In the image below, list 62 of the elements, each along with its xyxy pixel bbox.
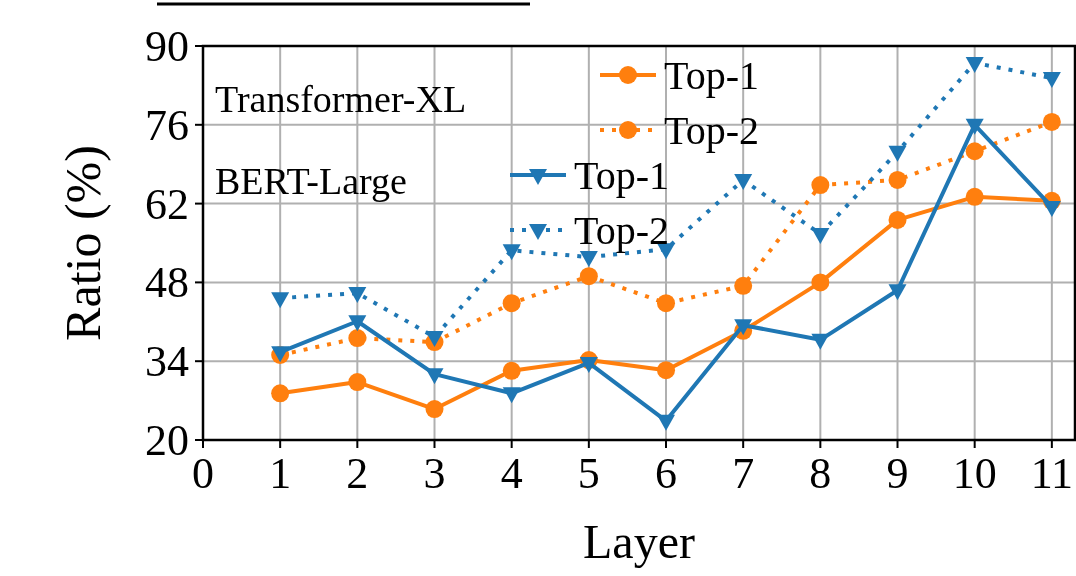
annotation: BERT-Large (215, 160, 407, 202)
annotation: Transformer-XL (215, 78, 467, 120)
point (579, 356, 598, 373)
legend-label: Top-2 (574, 208, 669, 253)
x-tick-label: 4 (500, 449, 523, 498)
y-tick-label: 62 (145, 179, 189, 229)
x-tick-label: 0 (192, 449, 214, 498)
x-tick-label: 9 (886, 449, 909, 498)
x-tick-label: 6 (655, 449, 678, 498)
point (502, 387, 521, 404)
y-tick-label: 34 (145, 337, 189, 387)
point (425, 400, 444, 419)
point (1042, 200, 1061, 217)
x-tick-label: 2 (346, 449, 369, 498)
point (1042, 112, 1061, 131)
legend-label: Top-1 (574, 153, 669, 198)
y-axis-title: Ratio (%) (55, 145, 111, 341)
point (271, 292, 290, 309)
point (965, 142, 984, 161)
point (657, 294, 676, 313)
x-tick-label: 1 (269, 449, 292, 498)
point (425, 331, 444, 347)
point (348, 373, 367, 392)
point (811, 333, 830, 350)
x-tick-label: 7 (732, 449, 755, 498)
point (502, 361, 521, 380)
x-tick-label: 8 (809, 449, 832, 498)
y-tick-label: 90 (145, 22, 189, 71)
point (811, 176, 830, 195)
point (965, 56, 984, 73)
point (965, 187, 984, 206)
point (271, 384, 290, 403)
point (811, 227, 830, 244)
point (888, 170, 907, 189)
point (965, 118, 984, 135)
y-tick-label: 48 (145, 258, 189, 308)
point (734, 173, 753, 190)
point (502, 294, 521, 313)
x-tick-label: 10 (952, 449, 997, 498)
point (502, 244, 521, 261)
legend-label: Top-1 (664, 53, 759, 98)
point (348, 315, 367, 332)
point (425, 368, 444, 385)
x-tick-label: 3 (423, 449, 446, 498)
point (888, 210, 907, 229)
y-tick-label: 20 (145, 416, 189, 465)
point (888, 145, 907, 162)
point (348, 329, 367, 348)
legend-label: Top-2 (664, 108, 759, 153)
point (348, 287, 367, 304)
x-axis-title: Layer (583, 515, 695, 568)
point (579, 267, 598, 286)
point (1042, 72, 1061, 89)
y-tick-label: 76 (145, 100, 189, 150)
x-tick-label: 11 (1030, 449, 1074, 498)
x-tick-label: 5 (577, 449, 600, 498)
point (734, 319, 753, 336)
point (657, 414, 676, 431)
point (811, 273, 830, 292)
point (657, 361, 676, 380)
point (734, 276, 753, 295)
point (888, 284, 907, 301)
